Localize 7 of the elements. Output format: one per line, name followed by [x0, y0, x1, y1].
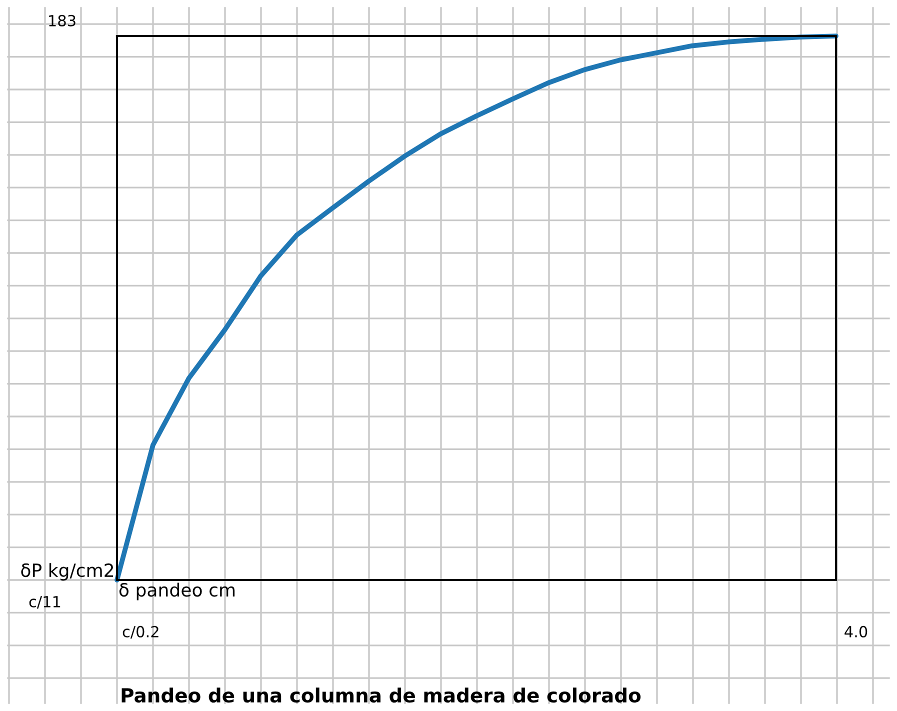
text: 183	[49, 14, 76, 26]
text: Pandeo de una columna de madera de colorado	[122, 688, 641, 703]
y-axis-title: δP kg/cm2	[21, 563, 114, 581]
text: c/0.2	[122, 626, 158, 639]
text: 4.0	[844, 626, 868, 638]
text: c/11	[29, 596, 60, 609]
x-axis-title: δ pandeo cm	[119, 582, 235, 600]
